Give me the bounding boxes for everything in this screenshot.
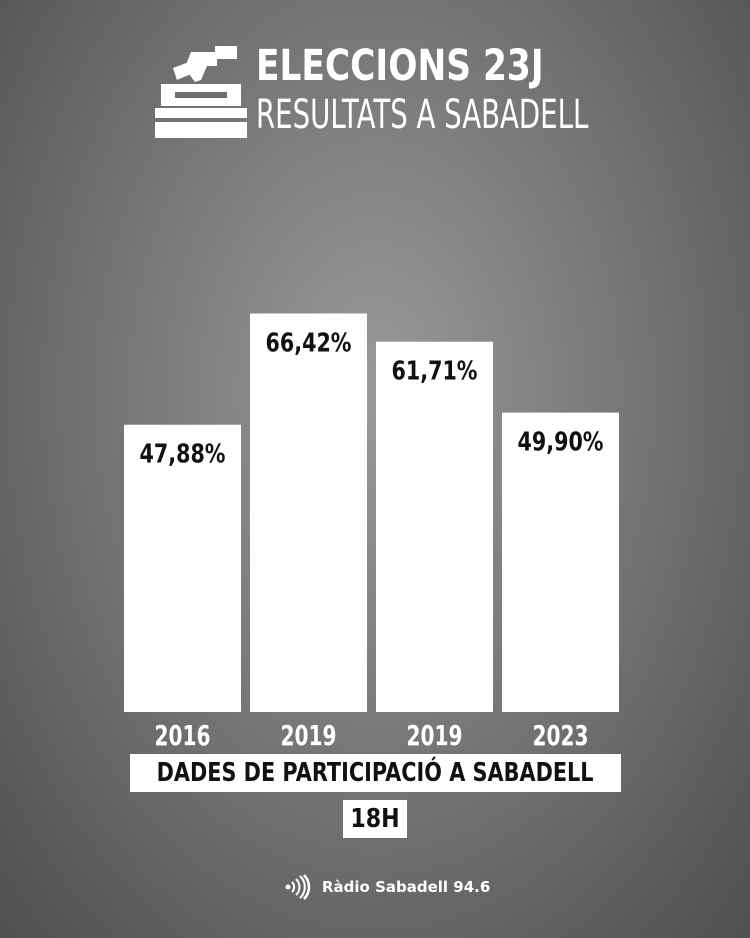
- bar-2019: [376, 341, 493, 712]
- bar-2016: [124, 424, 241, 712]
- brand-name: Ràdio Sabadell 94.6: [322, 878, 491, 896]
- page-subtitle: RESULTATS A SABADELL: [256, 92, 589, 138]
- bar-value-label: 47,88%: [140, 440, 226, 470]
- chart-caption: DADES DE PARTICIPACIÓ A SABADELL: [157, 758, 594, 788]
- bar-value-label: 66,42%: [266, 328, 352, 358]
- time-label: 18H: [350, 804, 400, 834]
- bar-value-label: 61,71%: [392, 357, 478, 387]
- bar-2023: [502, 412, 619, 712]
- x-tick-label: 2019: [281, 719, 337, 752]
- x-tick-label: 2023: [533, 719, 589, 752]
- chart-caption-box: DADES DE PARTICIPACIÓ A SABADELL: [130, 754, 621, 792]
- x-tick-label: 2019: [407, 719, 463, 752]
- ballot-box-icon: [155, 46, 247, 138]
- brand-logo: Ràdio Sabadell 94.6: [282, 872, 490, 902]
- time-badge: 18H: [343, 800, 407, 838]
- radio-waves-icon: [285, 874, 311, 900]
- bar-2019: [250, 313, 367, 712]
- page-title: ELECCIONS 23J: [256, 41, 544, 91]
- bar-value-label: 49,90%: [518, 428, 604, 458]
- x-tick-label: 2016: [155, 719, 211, 752]
